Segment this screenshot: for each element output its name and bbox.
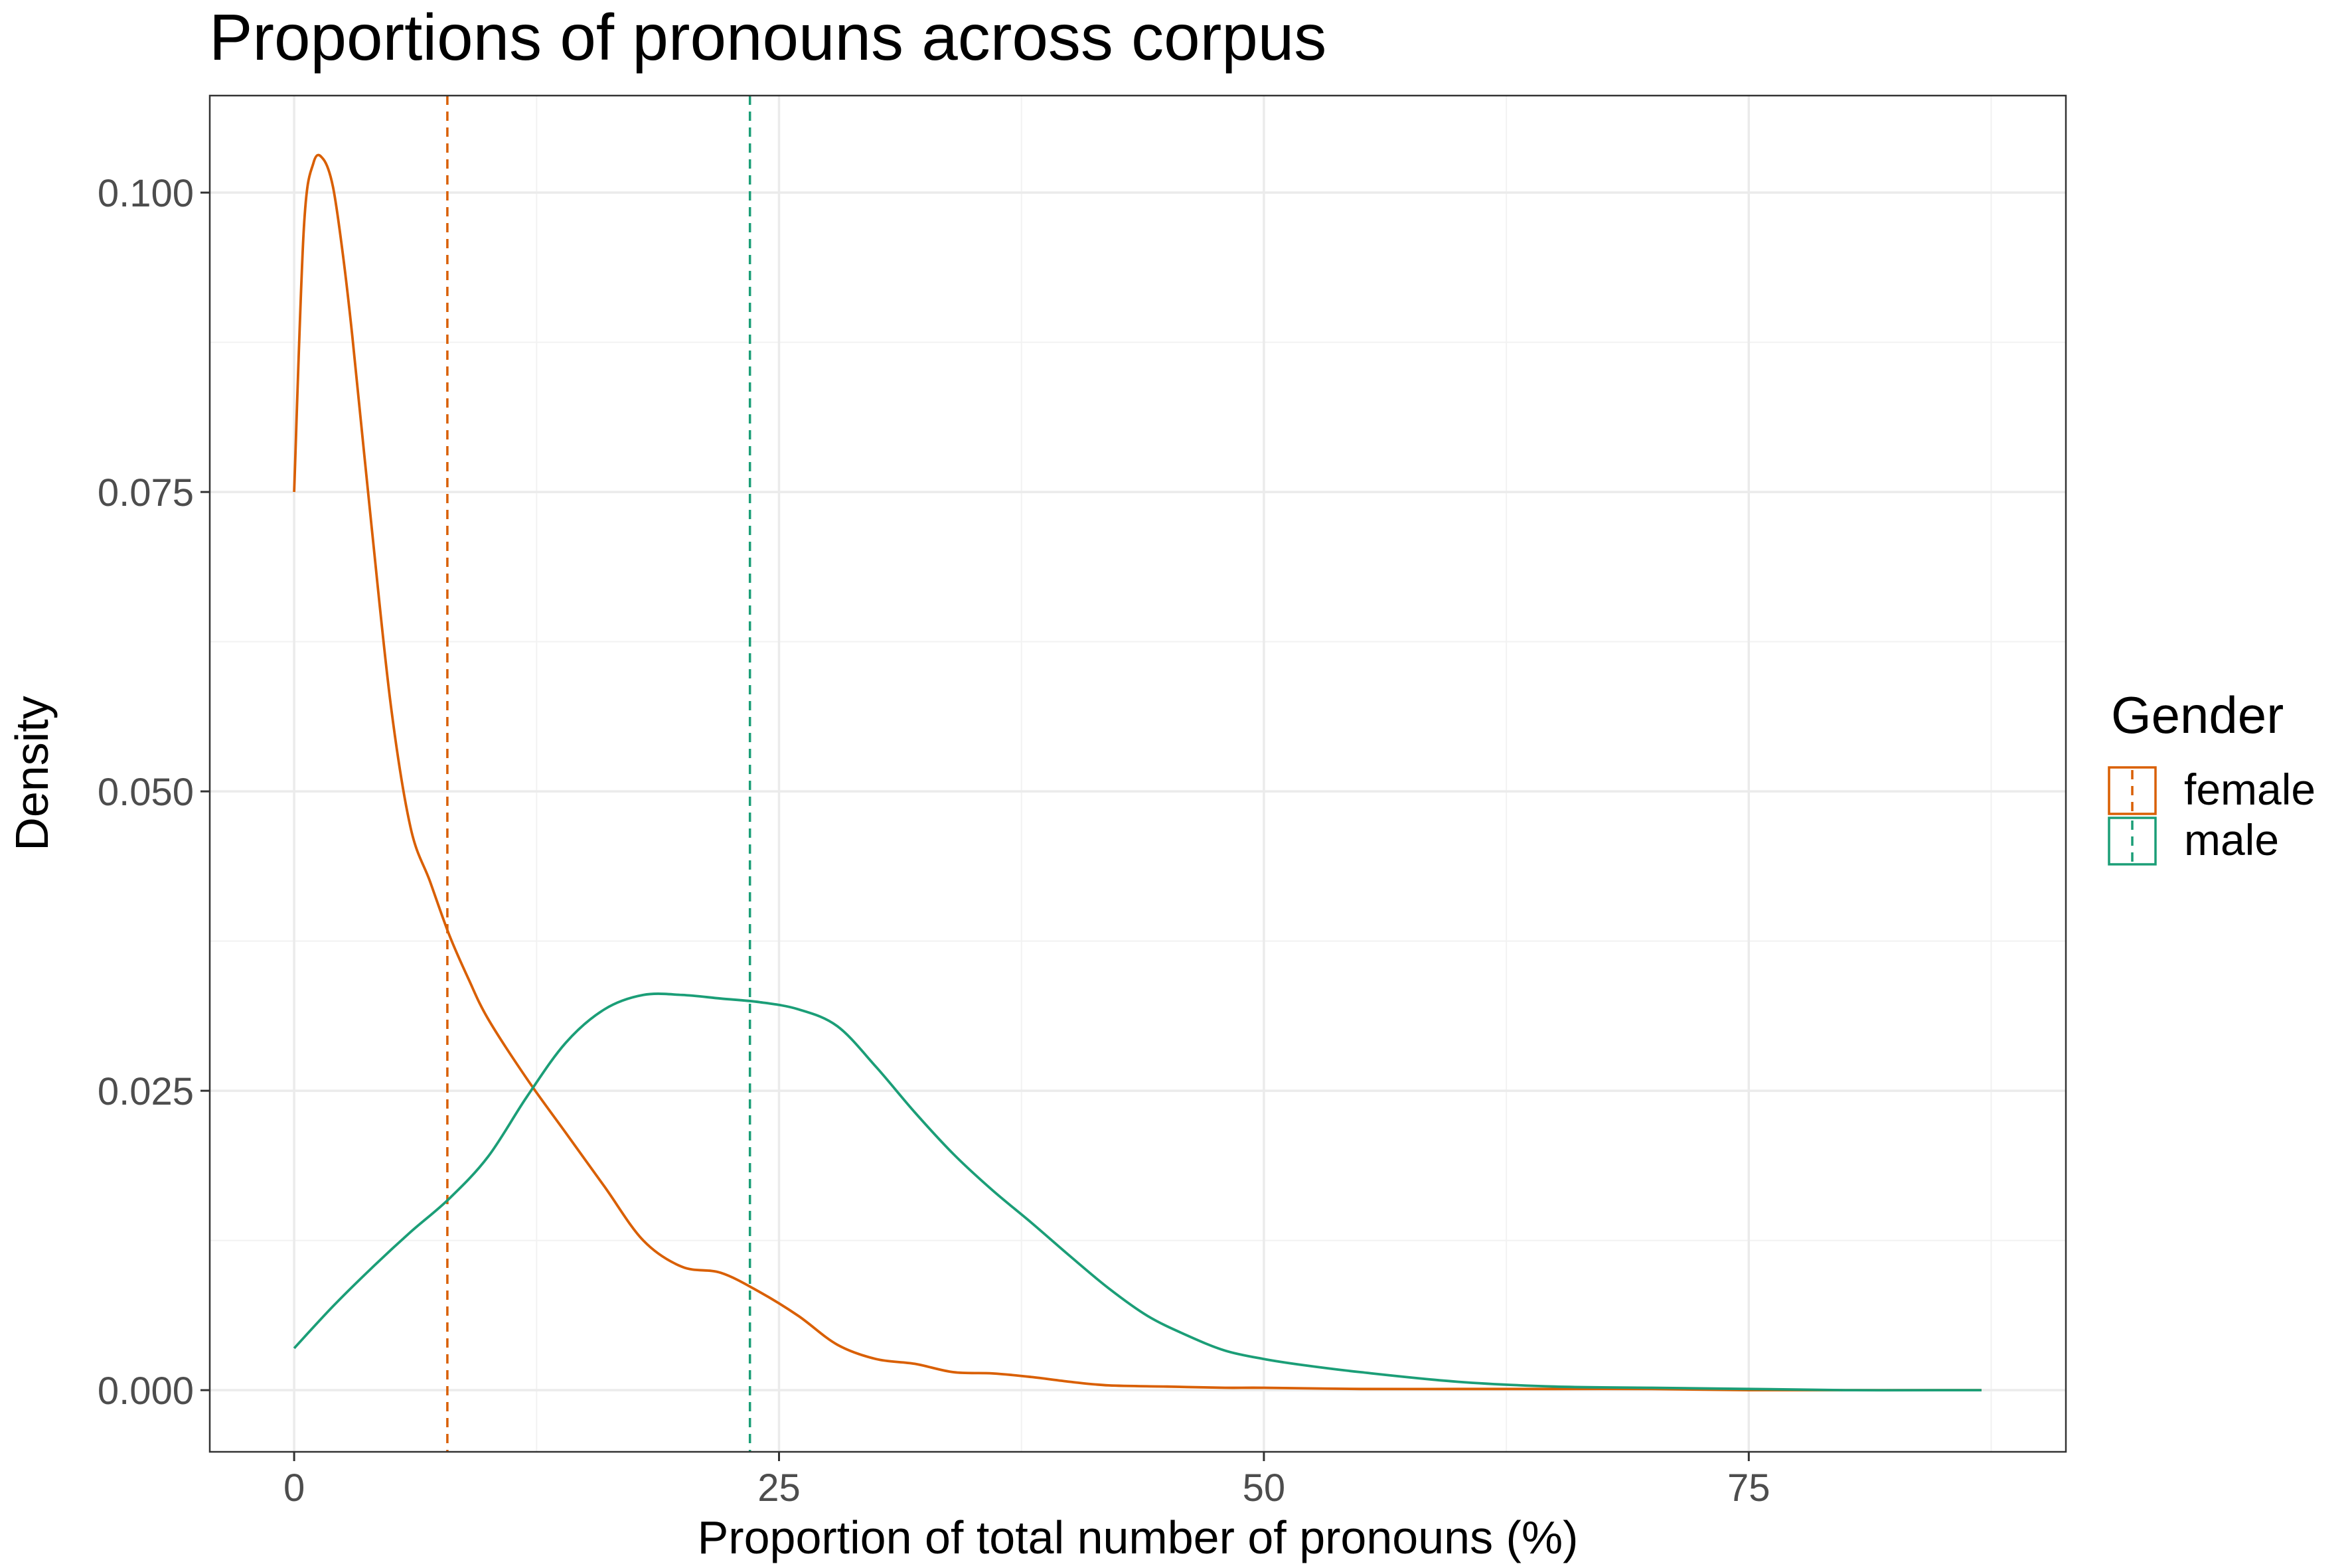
major-gridlines [210,96,2066,1452]
y-axis-ticks: 0.000 0.025 0.050 0.075 0.100 [98,172,210,1413]
panel-border [208,94,2067,1453]
minor-gridlines [210,96,2066,1452]
series-lines [293,153,1982,1392]
density-line-male [293,992,1982,1392]
y-axis-title: Density [6,696,58,850]
legend-title: Gender [2111,686,2284,744]
x-tick-label: 50 [1243,1466,1286,1510]
y-tick-label: 0.000 [98,1370,194,1413]
y-tick-label: 0.100 [98,172,194,215]
legend-label-male: male [2184,815,2279,864]
legend-label-female: female [2184,765,2315,814]
y-tick-label: 0.050 [98,771,194,814]
x-axis-title: Proportion of total number of pronouns (… [698,1512,1579,1563]
x-tick-label: 0 [283,1466,305,1510]
x-tick-label: 75 [1727,1466,1770,1510]
chart-title: Proportions of pronouns across corpus [209,1,1326,74]
x-axis-ticks: 0 25 50 75 [283,1452,1770,1510]
x-tick-label: 25 [757,1466,801,1510]
y-tick-label: 0.075 [98,471,194,514]
y-tick-label: 0.025 [98,1070,194,1113]
mean-lines [446,96,751,1452]
density-line-female [293,153,1982,1392]
